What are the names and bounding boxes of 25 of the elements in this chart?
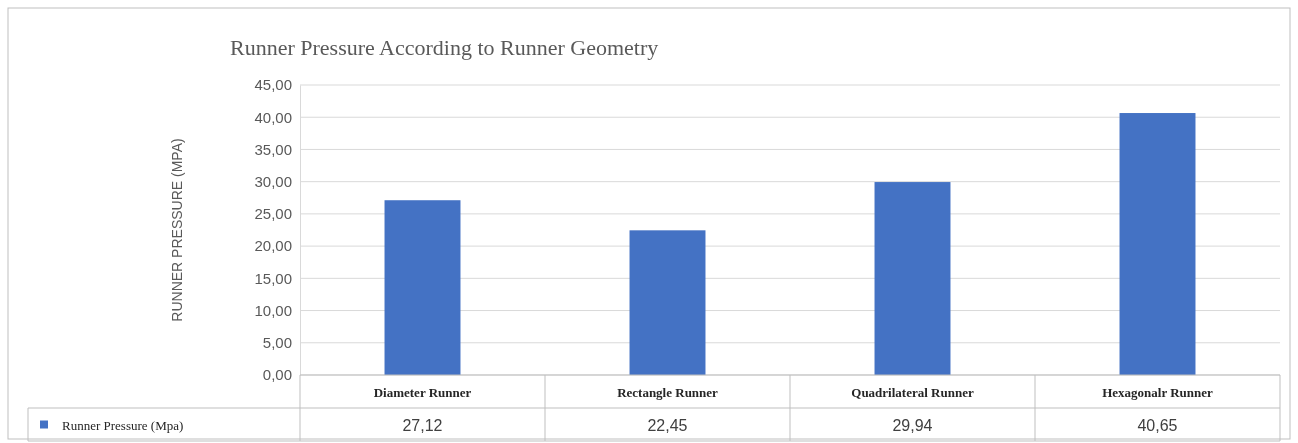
y-tick-label: 0,00	[262, 366, 292, 384]
x-tick-label: Diameter Runner	[373, 384, 472, 400]
bar	[384, 200, 461, 375]
bar	[629, 230, 706, 375]
bar	[874, 182, 951, 375]
y-tick-label: 35,00	[254, 140, 292, 158]
data-label: 29,94	[892, 416, 933, 434]
data-label: 22,45	[647, 416, 688, 434]
y-tick-label: 10,00	[254, 301, 292, 319]
y-tick-label: 40,00	[254, 108, 292, 126]
y-tick-label: 25,00	[254, 205, 292, 223]
y-tick-label: 30,00	[254, 172, 292, 190]
y-tick-label: 5,00	[262, 334, 292, 352]
x-tick-label: Rectangle Runner	[617, 384, 719, 400]
data-label: 40,65	[1137, 416, 1178, 434]
chart-title: Runner Pressure According to Runner Geometry	[230, 35, 659, 60]
bar	[1119, 113, 1196, 375]
x-tick-label: Hexagonalr Runner	[1102, 384, 1214, 400]
legend-label: Runner Pressure (Mpa)	[62, 417, 184, 433]
y-tick-label: 20,00	[254, 237, 292, 255]
x-tick-label: Quadrilateral Runner	[851, 384, 974, 400]
y-axis-title: RUNNER PRESSURE (MPA)	[169, 138, 185, 322]
data-label: 27,12	[402, 416, 443, 434]
y-tick-label: 15,00	[254, 269, 292, 287]
y-tick-label: 45,00	[254, 76, 292, 94]
